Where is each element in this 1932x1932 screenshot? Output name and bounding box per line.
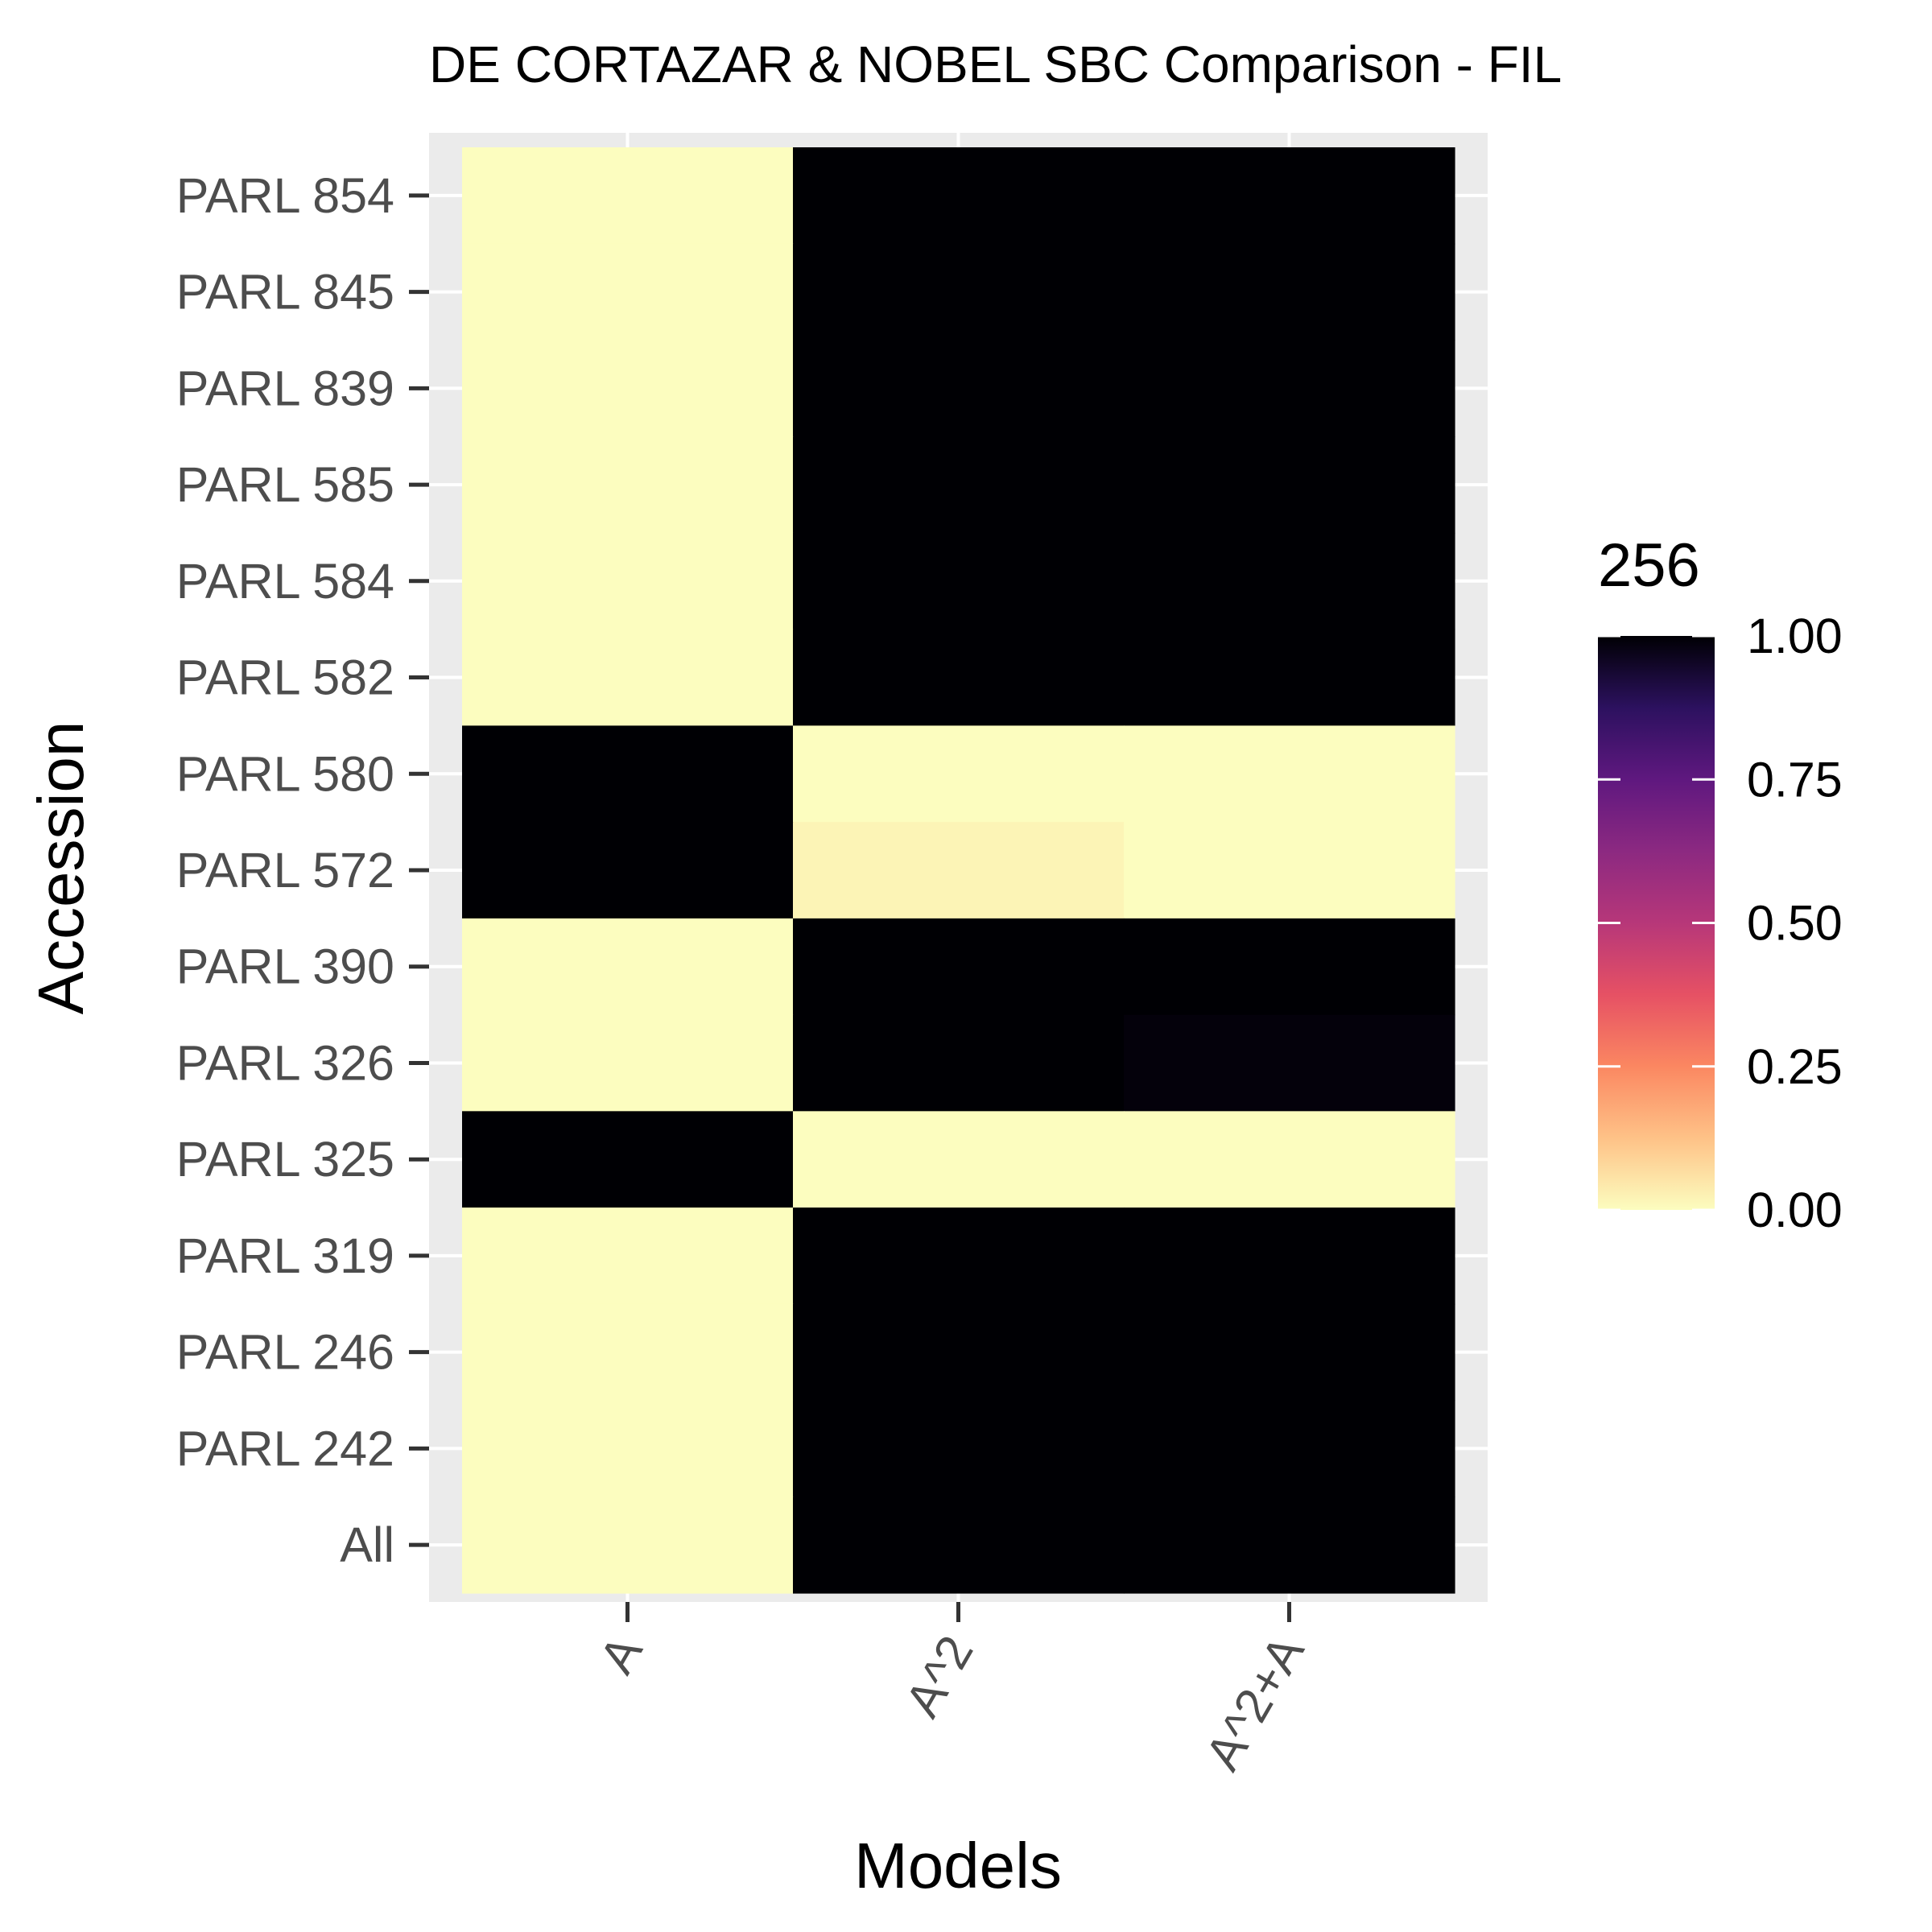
heatmap-cell [1124, 1400, 1455, 1497]
x-tick-label: A [589, 1626, 653, 1682]
heatmap-cell [793, 629, 1125, 726]
heatmap-cell [793, 1303, 1125, 1402]
heatmap-cell [462, 918, 794, 1016]
heatmap-cell [793, 1014, 1125, 1112]
y-tick-label: PARL 319 [176, 1228, 394, 1283]
axis-ticks [409, 193, 1291, 1622]
y-tick-label: PARL 580 [176, 746, 394, 801]
heatmap-cell [462, 725, 794, 823]
heatmap-cell [462, 436, 794, 534]
heatmap-cell [1124, 629, 1455, 726]
heatmap-cell [793, 1400, 1125, 1497]
heatmap-cell [1124, 1496, 1455, 1594]
heatmap-cell [1124, 918, 1455, 1016]
heatmap-cell [462, 340, 794, 437]
y-tick-label: PARL 585 [176, 457, 394, 512]
y-tick-labels: PARL 854 PARL 845 PARL 839 PARL 585 PARL 584… [176, 168, 394, 1572]
heatmap-cell [793, 532, 1125, 630]
x-axis-title: Models [854, 1830, 1062, 1901]
chart-title: DE CORTAZAR & NOBEL SBC Comparison - FIL [429, 35, 1562, 93]
heatmap-cell [793, 1496, 1125, 1594]
heatmap-cell [1124, 1111, 1455, 1208]
heatmap-cell [1124, 822, 1455, 919]
heatmap-cell [1124, 243, 1455, 341]
heatmap-cells [462, 147, 1455, 1594]
heatmap-cell [462, 532, 794, 630]
heatmap-cell [793, 822, 1125, 919]
y-tick-label: PARL 854 [176, 168, 394, 223]
x-tick-labels: A A^2 A^2+A [589, 1626, 1315, 1779]
y-tick-label: PARL 845 [176, 265, 394, 320]
legend-tick-label: 0.50 [1747, 896, 1843, 951]
heatmap-cell [462, 1208, 794, 1305]
legend-tick-label: 0.00 [1747, 1183, 1843, 1237]
heatmap-cell [462, 1303, 794, 1402]
y-tick-label: PARL 584 [176, 554, 394, 609]
y-axis-title: Accession [25, 721, 97, 1015]
legend-tick-label: 1.00 [1747, 609, 1843, 663]
y-tick-label: PARL 326 [176, 1035, 394, 1090]
heatmap-cell [1124, 1014, 1455, 1112]
x-tick-label: A^2+A [1195, 1626, 1315, 1779]
heatmap-cell [793, 147, 1125, 245]
y-tick-label: PARL 582 [176, 650, 394, 705]
heatmap-cell [1124, 725, 1455, 823]
y-tick-label: PARL 572 [176, 843, 394, 898]
heatmap-cell [1124, 532, 1455, 630]
heatmap-cell [1124, 436, 1455, 534]
heatmap-cell [793, 243, 1125, 341]
y-tick-label: PARL 839 [176, 361, 394, 415]
heatmap-cell [462, 822, 794, 919]
heatmap-cell [462, 1014, 794, 1112]
y-tick-label: All [340, 1517, 394, 1572]
legend-tick-label: 0.75 [1747, 752, 1843, 807]
heatmap-cell [462, 147, 794, 245]
y-tick-label: PARL 325 [176, 1132, 394, 1187]
heatmap-cell [462, 1111, 794, 1208]
x-tick-label: A^2 [894, 1627, 984, 1726]
heatmap-cell [462, 243, 794, 341]
heatmap-cell [462, 1496, 794, 1594]
y-tick-label: PARL 246 [176, 1325, 394, 1380]
legend-title: 256 [1598, 531, 1700, 600]
heatmap-cell [462, 1400, 794, 1497]
heatmap-cell [1124, 1303, 1455, 1402]
heatmap-cell [793, 340, 1125, 437]
heatmap-cell [793, 1208, 1125, 1305]
heatmap-cell [462, 629, 794, 726]
heatmap-cell [793, 1111, 1125, 1208]
y-tick-label: PARL 242 [176, 1421, 394, 1476]
y-tick-label: PARL 390 [176, 939, 394, 994]
heatmap-cell [793, 725, 1125, 823]
heatmap-cell [1124, 1208, 1455, 1305]
legend-tick-label: 0.25 [1747, 1039, 1843, 1094]
heatmap-cell [793, 436, 1125, 534]
legend-ticks: 1.00 0.75 0.50 0.25 0.00 [1598, 609, 1843, 1237]
heatmap-cell [1124, 147, 1455, 245]
heatmap-cell [1124, 340, 1455, 437]
heatmap-cell [793, 918, 1125, 1016]
